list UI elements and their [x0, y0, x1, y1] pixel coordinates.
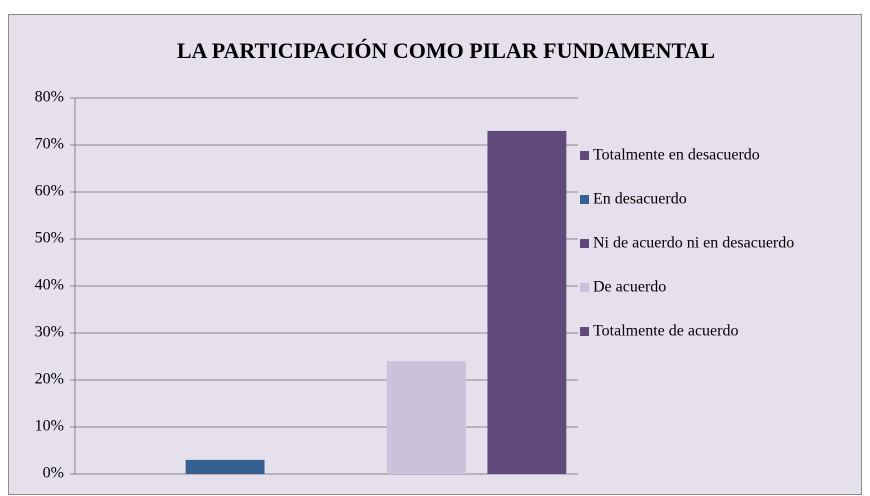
legend-marker [580, 195, 589, 204]
y-tick-label: 80% [35, 89, 64, 106]
legend-label: Totalmente en desacuerdo [593, 147, 760, 164]
y-tick-label: 50% [35, 230, 64, 247]
legend-label: Totalmente de acuerdo [593, 323, 738, 340]
legend-marker [580, 151, 589, 160]
y-tick-label: 0% [43, 465, 64, 482]
bar [185, 459, 265, 474]
y-tick-label: 60% [35, 183, 64, 200]
legend-marker [580, 283, 589, 292]
bar [386, 361, 466, 474]
legend-label: Ni de acuerdo ni en desacuerdo [593, 235, 794, 252]
legend-marker [580, 327, 589, 336]
legend-label: En desacuerdo [593, 191, 687, 208]
y-tick-label: 30% [35, 324, 64, 341]
y-tick-label: 10% [35, 418, 64, 435]
y-tick-label: 20% [35, 371, 64, 388]
legend-label: De acuerdo [593, 279, 666, 296]
chart-title: LA PARTICIPACIÓN COMO PILAR FUNDAMENTAL [177, 38, 715, 63]
y-tick-label: 70% [35, 136, 64, 153]
y-tick-label: 40% [35, 277, 64, 294]
legend-marker [580, 239, 589, 248]
bar [487, 130, 567, 474]
